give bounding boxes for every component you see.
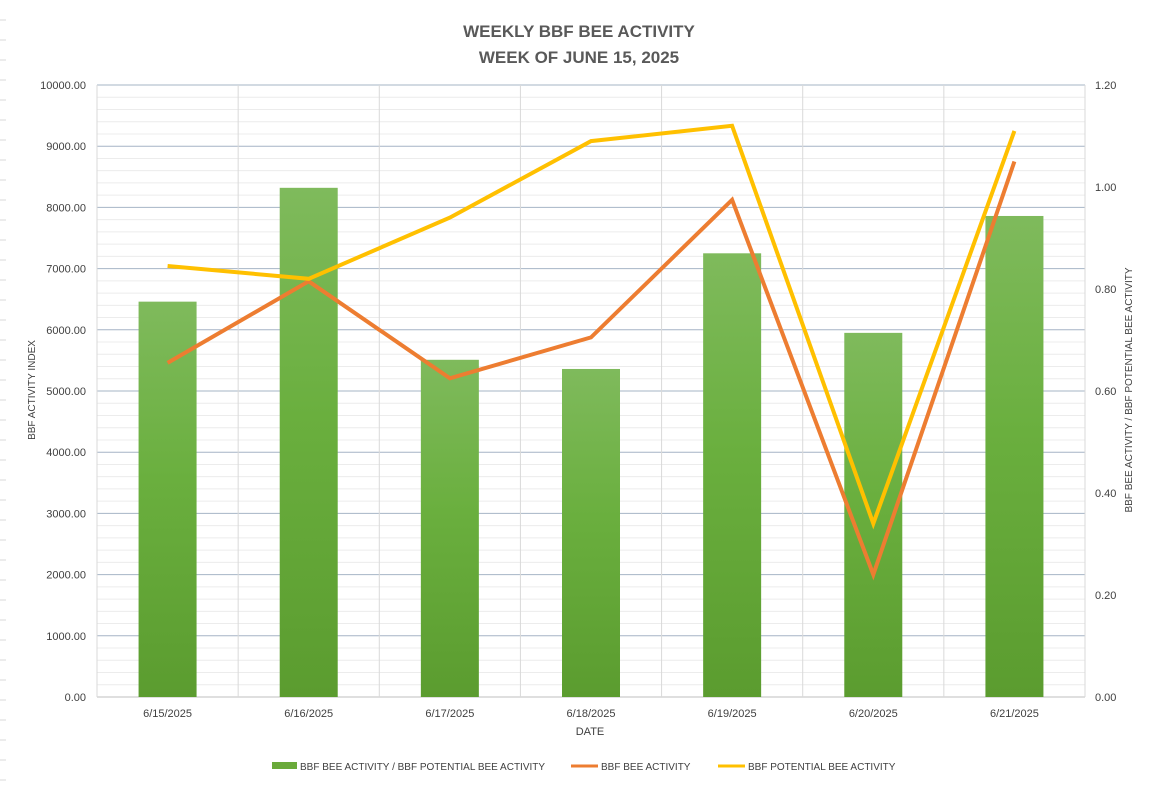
right-tick-label: 0.60 [1095,386,1116,398]
legend-label-potential-bee-activity: BBF POTENTIAL BEE ACTIVITY [748,762,896,773]
x-axis-title: DATE [576,726,605,738]
right-tick-label: 0.00 [1095,692,1116,704]
x-tick-label: 6/16/2025 [284,708,333,720]
left-axis-tick-labels: 0.00 1000.00 2000.00 3000.00 4000.00 5000.00 6… [40,80,86,704]
x-axis-tick-labels: 6/15/2025 6/16/2025 6/17/2025 6/18/2025 6/19… [143,708,1039,720]
line-potential-bee-activity[interactable] [167,123,1017,530]
sheet-edge [0,0,10,783]
bar-6-16-2025[interactable] [279,187,338,698]
right-tick-label: 0.80 [1095,284,1116,296]
x-tick-label: 6/17/2025 [425,708,474,720]
left-tick-label: 5000.00 [46,386,86,398]
bar-6-17-2025[interactable] [420,359,479,697]
x-tick-label: 6/19/2025 [708,708,757,720]
right-tick-label: 1.20 [1095,80,1116,92]
chart-title-line1: WEEKLY BBF BEE ACTIVITY [463,22,695,41]
left-tick-label: 9000.00 [46,141,86,153]
x-tick-label: 6/20/2025 [849,708,898,720]
left-tick-label: 4000.00 [46,447,86,459]
line-series [166,123,1017,581]
x-tick-label: 6/18/2025 [567,708,616,720]
right-axis-title: BBF BEE ACTIVITY / BBF POTENTIAL BEE ACT… [1124,267,1135,512]
right-tick-label: 0.20 [1095,590,1116,602]
right-tick-label: 0.40 [1095,488,1116,500]
left-tick-label: 8000.00 [46,202,86,214]
chart-title-line2: WEEK OF JUNE 15, 2025 [479,48,679,67]
line-bee-activity[interactable] [166,160,1017,581]
right-axis-tick-labels: 0.00 0.20 0.40 0.60 0.80 1.00 1.20 [1095,80,1116,704]
bar-6-15-2025[interactable] [138,301,197,697]
legend: BBF BEE ACTIVITY / BBF POTENTIAL BEE ACT… [272,762,896,773]
legend-swatch-bar [272,762,297,769]
left-tick-label: 6000.00 [46,325,86,337]
left-tick-label: 10000.00 [40,80,86,92]
x-tick-label: 6/15/2025 [143,708,192,720]
bar-series [138,187,1044,698]
left-tick-label: 3000.00 [46,508,86,520]
legend-item-bar[interactable]: BBF BEE ACTIVITY / BBF POTENTIAL BEE ACT… [272,762,545,773]
left-tick-label: 0.00 [65,692,86,704]
bar-6-21-2025[interactable] [985,215,1044,697]
legend-item-potential-bee-activity[interactable]: BBF POTENTIAL BEE ACTIVITY [718,762,896,773]
bar-6-19-2025[interactable] [703,253,762,698]
left-tick-label: 2000.00 [46,570,86,582]
left-tick-label: 7000.00 [46,264,86,276]
bar-6-18-2025[interactable] [562,368,620,697]
legend-label-bar: BBF BEE ACTIVITY / BBF POTENTIAL BEE ACT… [300,762,545,773]
left-axis-title: BBF ACTIVITY INDEX [27,340,38,440]
right-tick-label: 1.00 [1095,182,1116,194]
x-tick-label: 6/21/2025 [990,708,1039,720]
legend-item-bee-activity[interactable]: BBF BEE ACTIVITY [571,762,691,773]
left-tick-label: 1000.00 [46,631,86,643]
legend-label-bee-activity: BBF BEE ACTIVITY [601,762,691,773]
